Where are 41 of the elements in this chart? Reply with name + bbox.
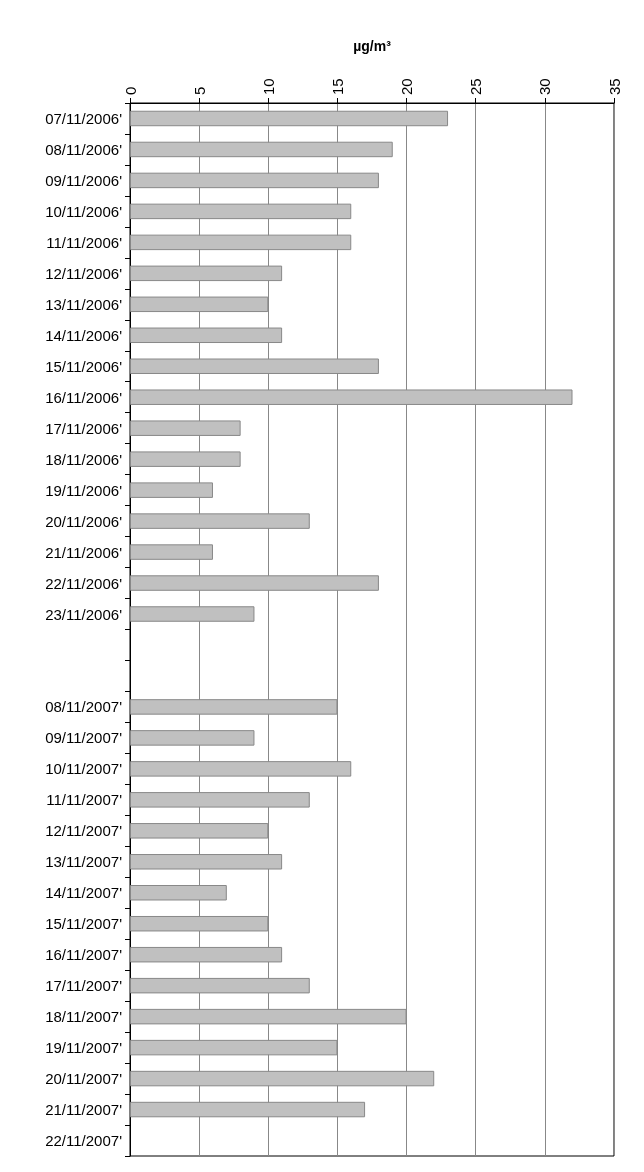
x-tick-label: 0	[121, 86, 139, 95]
y-tick-label: 20/11/2007'	[45, 1070, 123, 1088]
y-tick-label: 20/11/2006'	[45, 512, 123, 530]
y-tick-label: 18/11/2006'	[45, 450, 123, 468]
y-tick-label: 17/11/2007'	[45, 977, 123, 995]
y-tick-label: 18/11/2007'	[45, 1008, 123, 1026]
y-tick-label: 15/11/2006'	[45, 357, 123, 375]
y-tick-label: 09/11/2007'	[45, 729, 123, 747]
x-tick-label: 25	[467, 78, 485, 95]
y-tick-label: 21/11/2007'	[45, 1101, 123, 1119]
y-tick-label: 22/11/2006'	[45, 574, 123, 592]
y-tick-label: 07/11/2006'	[45, 109, 123, 127]
x-axis-title: µg/m³	[353, 38, 392, 54]
x-tick-label: 35	[605, 78, 623, 95]
y-tick-label: 19/11/2007'	[45, 1039, 123, 1057]
x-tick-label: 15	[328, 78, 346, 95]
y-tick-label: 22/11/2007'	[45, 1132, 123, 1150]
x-tick-label: 30	[536, 78, 554, 95]
y-tick-label: 13/11/2007'	[45, 853, 123, 871]
y-tick-label: 08/11/2006'	[45, 140, 123, 158]
y-tick-label: 21/11/2006'	[45, 543, 123, 561]
x-tick-label: 10	[259, 78, 277, 95]
y-tick-label: 16/11/2006'	[45, 388, 123, 406]
y-tick-label: 11/11/2006'	[46, 233, 123, 251]
y-tick-label: 08/11/2007'	[45, 698, 123, 716]
y-tick-label: 19/11/2006'	[45, 481, 123, 499]
y-tick-label: 12/11/2006'	[45, 264, 123, 282]
y-tick-label: 09/11/2006'	[45, 171, 123, 189]
y-tick-label: 11/11/2007'	[46, 791, 123, 809]
y-tick-label: 12/11/2007'	[45, 822, 123, 840]
x-tick-label: 5	[190, 86, 208, 95]
y-tick-label: 10/11/2007'	[45, 760, 123, 778]
y-tick-label: 15/11/2007'	[45, 915, 123, 933]
y-tick-label: 23/11/2006'	[45, 605, 123, 623]
y-tick-label: 13/11/2006'	[45, 295, 123, 313]
x-tick-label: 20	[398, 78, 416, 95]
y-tick-label: 17/11/2006'	[45, 419, 123, 437]
y-tick-label: 10/11/2006'	[45, 202, 123, 220]
y-tick-label: 16/11/2007'	[45, 946, 123, 964]
y-tick-label: 14/11/2007'	[45, 884, 123, 902]
y-tick-label: 14/11/2006'	[45, 326, 123, 344]
